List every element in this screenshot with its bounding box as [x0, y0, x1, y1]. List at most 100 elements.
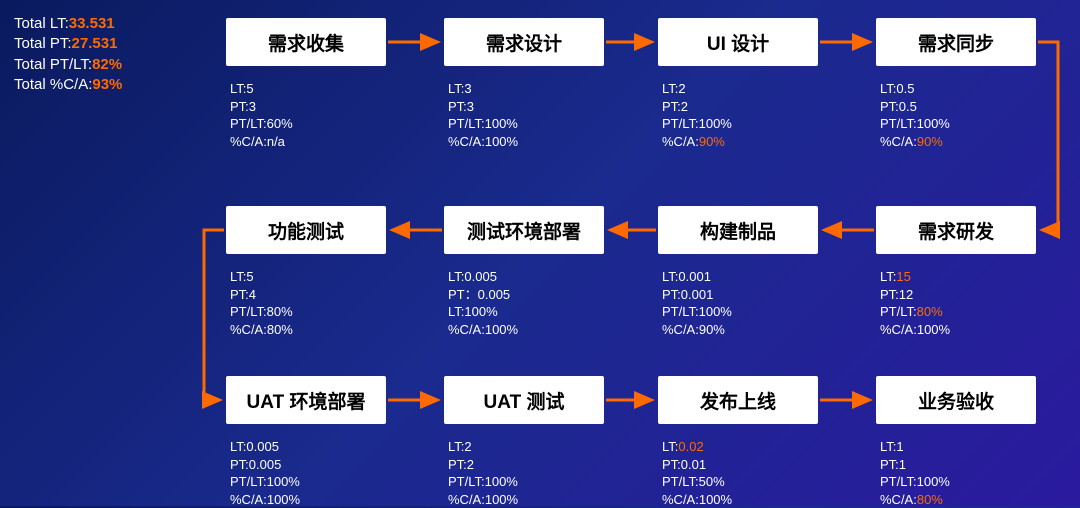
stage-box-test-env-deploy: 测试环境部署: [444, 206, 604, 254]
stage-box-uat-env-deploy: UAT 环境部署: [226, 376, 386, 424]
flow-arrow: [1038, 42, 1058, 230]
stage-req-design: 需求设计LT:3PT:3PT/LT:100%%C/A:100%: [444, 18, 604, 150]
metric-label: PT:: [880, 287, 899, 302]
metric-label: LT:: [448, 81, 464, 96]
stage-box-build-artifact: 构建制品: [658, 206, 818, 254]
stage-metrics-req-collect: LT:5PT:3PT/LT:60%%C/A:n/a: [226, 80, 386, 150]
metric-label: PT/LT:: [448, 474, 485, 489]
total-pt-value: 27.531: [72, 34, 118, 54]
metric-line: PT:0.001: [662, 286, 818, 304]
total-lt-value: 33.531: [69, 14, 115, 34]
metric-line: PT:2: [448, 456, 604, 474]
metric-label: PT/LT:: [230, 474, 267, 489]
metric-line: %C/A:80%: [230, 321, 386, 339]
metric-value: 1: [896, 439, 903, 454]
metric-value: 0.001: [678, 269, 711, 284]
metric-line: PT:12: [880, 286, 1036, 304]
metric-line: %C/A:100%: [880, 321, 1036, 339]
metric-value: 100%: [485, 492, 518, 507]
metric-label: PT:: [230, 457, 249, 472]
metric-value: 80%: [917, 492, 943, 507]
stage-box-uat-test: UAT 测试: [444, 376, 604, 424]
total-pt-label: Total PT:: [14, 34, 72, 54]
flow-arrow: [204, 230, 224, 400]
stage-uat-env-deploy: UAT 环境部署 LT:0.005PT:0.005PT/LT:100%%C/A:1…: [226, 376, 386, 508]
metric-value: 100%: [917, 322, 950, 337]
metric-value: 5: [246, 269, 253, 284]
metric-line: PT：0.005: [448, 286, 604, 304]
stage-func-test: 功能测试LT:5PT:4PT/LT:80%%C/A:80%: [226, 206, 386, 338]
stage-box-biz-accept: 业务验收: [876, 376, 1036, 424]
metric-value: 100%: [485, 134, 518, 149]
metric-label: %C/A:: [880, 322, 917, 337]
stage-ui-design: UI 设计LT:2PT:2PT/LT:100%%C/A:90%: [658, 18, 818, 150]
metric-value: 0.5: [896, 81, 914, 96]
metric-line: PT:0.5: [880, 98, 1036, 116]
total-ca: Total %C/A: 93%: [14, 75, 122, 95]
metric-line: %C/A:90%: [662, 321, 818, 339]
stage-metrics-req-sync: LT:0.5PT:0.5PT/LT:100%%C/A:90%: [876, 80, 1036, 150]
stage-metrics-build-artifact: LT:0.001PT:0.001PT/LT:100%%C/A:90%: [658, 268, 818, 338]
stage-build-artifact: 构建制品LT:0.001PT:0.001PT/LT:100%%C/A:90%: [658, 206, 818, 338]
metric-label: PT/LT:: [880, 116, 917, 131]
metric-label: LT:: [230, 269, 246, 284]
stage-box-release: 发布上线: [658, 376, 818, 424]
stage-box-req-design: 需求设计: [444, 18, 604, 66]
metric-value: 100%: [464, 304, 497, 319]
metric-value: 100%: [917, 474, 950, 489]
metric-value: 90%: [917, 134, 943, 149]
metric-value: 0.005: [464, 269, 497, 284]
metric-label: PT:: [880, 457, 899, 472]
stage-metrics-func-test: LT:5PT:4PT/LT:80%%C/A:80%: [226, 268, 386, 338]
total-ptlt-label: Total PT/LT:: [14, 55, 92, 75]
metric-value: 90%: [699, 134, 725, 149]
metric-label: LT:: [880, 439, 896, 454]
metric-label: PT:: [448, 99, 467, 114]
metric-value: 2: [467, 457, 474, 472]
metric-label: LT:: [448, 439, 464, 454]
metric-label: %C/A:: [880, 492, 917, 507]
stage-metrics-uat-test: LT:2PT:2PT/LT:100%%C/A:100%: [444, 438, 604, 508]
metric-line: PT:1: [880, 456, 1036, 474]
stage-box-func-test: 功能测试: [226, 206, 386, 254]
metric-line: PT:4: [230, 286, 386, 304]
stage-metrics-req-dev: LT:15PT:12PT/LT:80%%C/A:100%: [876, 268, 1036, 338]
total-ca-label: Total %C/A:: [14, 75, 92, 95]
stage-metrics-ui-design: LT:2PT:2PT/LT:100%%C/A:90%: [658, 80, 818, 150]
metric-label: PT/LT:: [662, 474, 699, 489]
metric-value: 80%: [267, 322, 293, 337]
metric-value: 0.02: [678, 439, 703, 454]
metric-label: %C/A:: [230, 492, 267, 507]
totals-block: Total LT: 33.531 Total PT: 27.531 Total …: [14, 14, 122, 95]
metric-value: 80%: [267, 304, 293, 319]
metric-value: 0.01: [681, 457, 706, 472]
metric-line: LT:0.5: [880, 80, 1036, 98]
metric-label: %C/A:: [230, 134, 267, 149]
stage-req-sync: 需求同步LT:0.5PT:0.5PT/LT:100%%C/A:90%: [876, 18, 1036, 150]
metric-value: 100%: [267, 492, 300, 507]
metric-line: LT:5: [230, 268, 386, 286]
metric-line: LT:0.02: [662, 438, 818, 456]
metric-label: PT:: [230, 99, 249, 114]
total-ptlt-value: 82%: [92, 55, 122, 75]
metric-value: 80%: [917, 304, 943, 319]
stage-metrics-uat-env-deploy: LT:0.005PT:0.005PT/LT:100%%C/A:100%: [226, 438, 386, 508]
metric-value: 2: [681, 99, 688, 114]
metric-value: 100%: [485, 474, 518, 489]
metric-label: LT:: [880, 81, 896, 96]
metric-line: %C/A:90%: [880, 133, 1036, 151]
metric-value: 90%: [699, 322, 725, 337]
metric-label: PT:: [662, 99, 681, 114]
total-ca-value: 93%: [92, 75, 122, 95]
metric-label: %C/A:: [448, 134, 485, 149]
metric-line: PT/LT:100%: [448, 473, 604, 491]
metric-value: 50%: [699, 474, 725, 489]
metric-value: 3: [249, 99, 256, 114]
metric-value: 100%: [267, 474, 300, 489]
metric-label: PT/LT:: [230, 116, 267, 131]
metric-label: LT:: [662, 269, 678, 284]
metric-line: LT:5: [230, 80, 386, 98]
metric-line: %C/A:100%: [230, 491, 386, 508]
metric-line: PT/LT:100%: [880, 115, 1036, 133]
metric-line: %C/A:100%: [448, 491, 604, 508]
